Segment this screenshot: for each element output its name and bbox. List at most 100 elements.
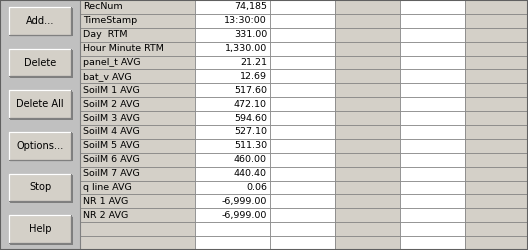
Bar: [11, 50, 73, 78]
Bar: [400, 222, 465, 236]
Bar: [270, 111, 335, 125]
Bar: [400, 0, 465, 14]
Text: Options...: Options...: [16, 141, 64, 151]
Bar: [335, 125, 400, 139]
Bar: [80, 180, 195, 194]
Bar: [400, 97, 465, 111]
Text: NR 2 AVG: NR 2 AVG: [83, 211, 128, 220]
Bar: [465, 42, 528, 56]
Bar: [9, 174, 71, 202]
Text: Delete: Delete: [24, 58, 56, 68]
Bar: [335, 167, 400, 180]
Text: 440.40: 440.40: [234, 169, 267, 178]
Bar: [335, 194, 400, 208]
Bar: [270, 0, 335, 14]
Bar: [270, 42, 335, 56]
Bar: [335, 14, 400, 28]
Bar: [465, 56, 528, 70]
Bar: [80, 167, 195, 180]
Bar: [465, 0, 528, 14]
Bar: [400, 83, 465, 97]
Bar: [9, 7, 71, 35]
Bar: [80, 42, 195, 56]
Bar: [465, 222, 528, 236]
Text: Hour Minute RTM: Hour Minute RTM: [83, 44, 164, 53]
Text: NR 1 AVG: NR 1 AVG: [83, 197, 128, 206]
Bar: [270, 194, 335, 208]
Bar: [270, 125, 335, 139]
Bar: [80, 153, 195, 167]
Bar: [270, 236, 335, 250]
Bar: [465, 139, 528, 153]
Bar: [80, 56, 195, 70]
Bar: [11, 134, 73, 161]
Bar: [270, 180, 335, 194]
Text: Stop: Stop: [29, 182, 51, 192]
Bar: [465, 70, 528, 83]
Bar: [270, 153, 335, 167]
Bar: [335, 0, 400, 14]
Bar: [195, 153, 270, 167]
Text: -6,999.00: -6,999.00: [222, 211, 267, 220]
Bar: [400, 56, 465, 70]
Bar: [11, 92, 73, 120]
Bar: [400, 111, 465, 125]
Bar: [9, 215, 71, 243]
Bar: [465, 167, 528, 180]
Bar: [270, 14, 335, 28]
Bar: [400, 70, 465, 83]
Bar: [195, 167, 270, 180]
Bar: [335, 236, 400, 250]
Bar: [11, 175, 73, 203]
Bar: [465, 83, 528, 97]
Bar: [80, 125, 195, 139]
Bar: [195, 14, 270, 28]
Bar: [80, 0, 195, 14]
Bar: [400, 180, 465, 194]
Bar: [335, 222, 400, 236]
Bar: [195, 56, 270, 70]
Bar: [270, 97, 335, 111]
Bar: [270, 28, 335, 42]
Bar: [465, 14, 528, 28]
Bar: [400, 28, 465, 42]
Text: TimeStamp: TimeStamp: [83, 16, 137, 25]
Text: Add...: Add...: [26, 16, 54, 26]
Bar: [400, 42, 465, 56]
Bar: [195, 83, 270, 97]
Bar: [80, 194, 195, 208]
Bar: [195, 42, 270, 56]
Bar: [335, 180, 400, 194]
Text: SoilM 2 AVG: SoilM 2 AVG: [83, 100, 140, 109]
Text: panel_t AVG: panel_t AVG: [83, 58, 140, 67]
Bar: [80, 139, 195, 153]
Text: Day  RTM: Day RTM: [83, 30, 127, 39]
Text: -6,999.00: -6,999.00: [222, 197, 267, 206]
Bar: [270, 222, 335, 236]
Bar: [465, 180, 528, 194]
Bar: [335, 70, 400, 83]
Bar: [465, 97, 528, 111]
Bar: [195, 180, 270, 194]
Text: SoilM 6 AVG: SoilM 6 AVG: [83, 155, 140, 164]
Bar: [400, 14, 465, 28]
Bar: [270, 70, 335, 83]
Bar: [9, 132, 71, 160]
Text: bat_v AVG: bat_v AVG: [83, 72, 131, 81]
Text: Delete All: Delete All: [16, 99, 64, 109]
Text: 331.00: 331.00: [234, 30, 267, 39]
Bar: [270, 56, 335, 70]
Bar: [270, 167, 335, 180]
Bar: [335, 83, 400, 97]
Bar: [465, 111, 528, 125]
Bar: [400, 236, 465, 250]
Bar: [465, 28, 528, 42]
Text: 1,330.00: 1,330.00: [225, 44, 267, 53]
Bar: [270, 208, 335, 222]
Bar: [80, 14, 195, 28]
Text: 472.10: 472.10: [234, 100, 267, 109]
Bar: [195, 70, 270, 83]
Bar: [465, 125, 528, 139]
Bar: [195, 0, 270, 14]
Bar: [335, 97, 400, 111]
